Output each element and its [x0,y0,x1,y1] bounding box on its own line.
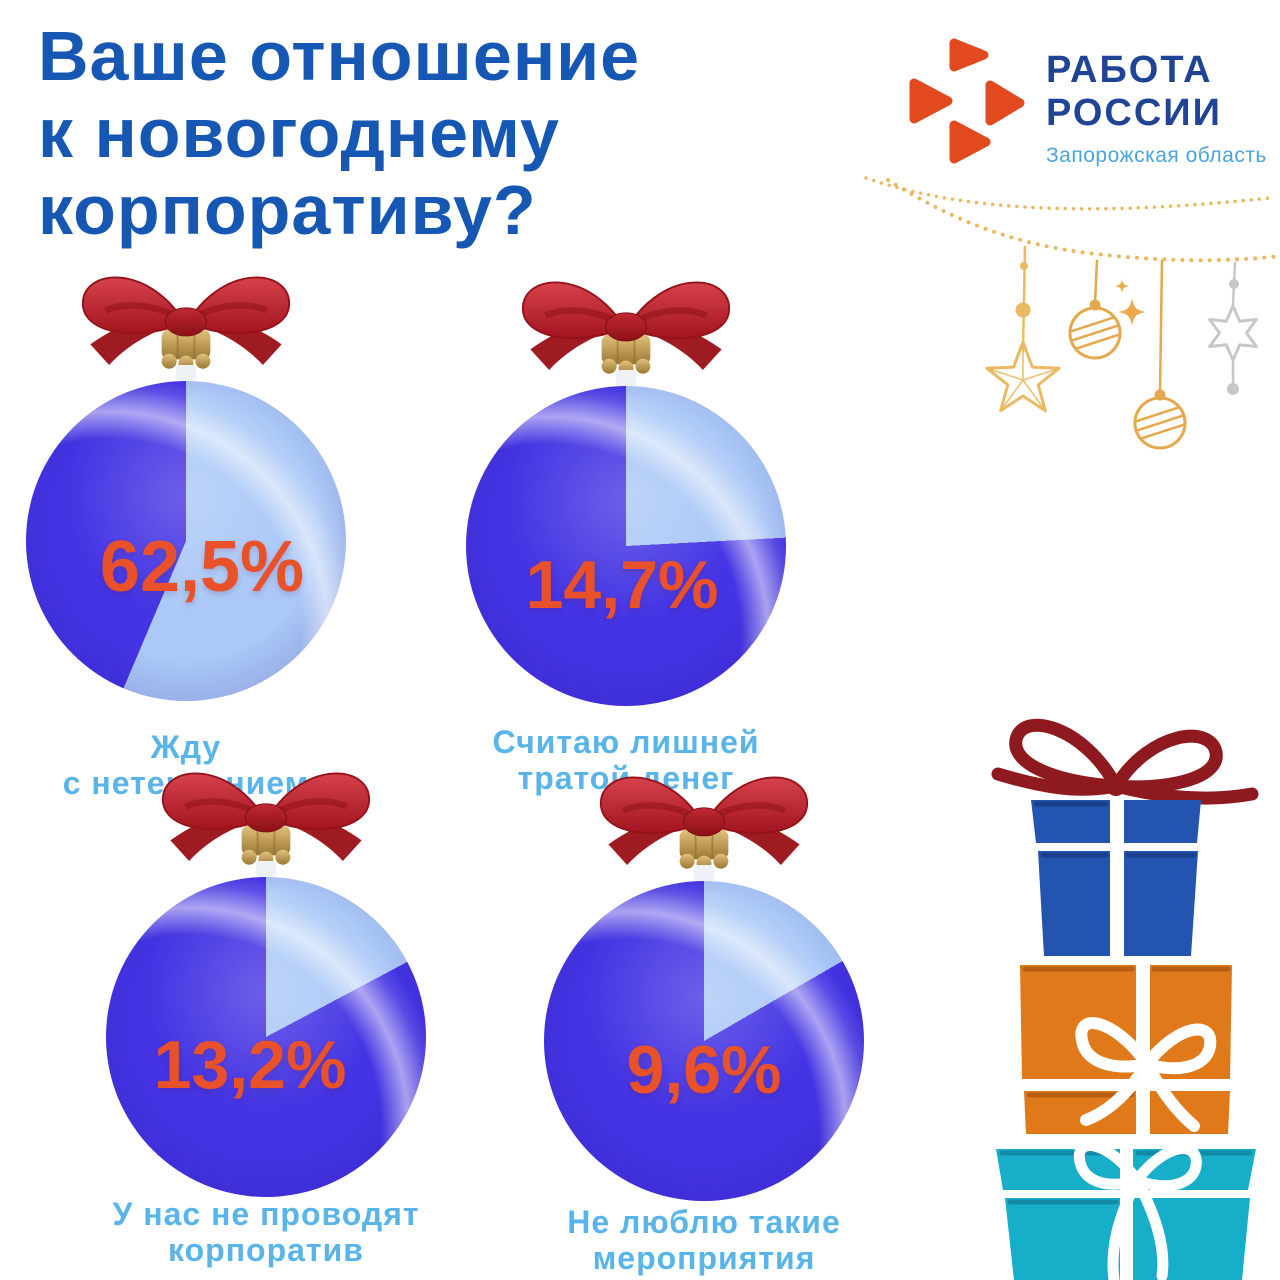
ribbon-bow-icon [574,745,834,895]
gift-bow-white-icon [1075,1017,1217,1132]
page-title-line: к новогоднему [38,94,560,172]
page-title-line: корпоративу? [38,171,537,249]
answer-label: У нас не проводят корпоратив [46,1196,486,1268]
percent-value: 14,7% [525,547,719,623]
ornament-pie-chart-2: 14,7% Считаю лишней тратой денег [466,250,786,830]
gold-star-ornament-icon [985,245,1061,413]
ornament-pie-chart-4: 9,6% Не люблю такие мероприятия [544,745,864,1280]
gift-bow-red-icon [991,718,1259,805]
gift-box-blue-icon [1031,800,1201,956]
logo-brand-line2: РОССИИ [1046,92,1222,134]
gold-bauble-ornament-icon [1133,259,1187,450]
answer-label-line: корпоратив [168,1232,364,1268]
ribbon-bow-icon [496,250,756,400]
gold-bauble-ornament-icon [1068,259,1122,360]
pie-ball-2 [466,386,786,706]
ribbon-bow-icon [56,245,316,395]
gift-stack-illustration [991,718,1259,1280]
garland-strand-icon [886,178,1280,263]
percent-value: 62,5% [99,527,305,607]
answer-label-line: Считаю лишней [492,724,760,760]
percent-value: 9,6% [626,1032,782,1108]
gift-bow-white-icon [1073,1140,1202,1280]
answer-label-line: мероприятия [592,1240,816,1276]
rabota-rossii-logo: РАБОТА РОССИИ Запорожская область [890,25,1266,175]
pie-ball-1 [26,381,346,701]
garland-decoration [864,176,1280,450]
answer-label-line: У нас не проводят [112,1196,420,1232]
silver-star-ornament-icon [1208,261,1258,395]
answer-label-line: Не люблю такие [567,1204,841,1240]
answer-label-line: Жду [150,729,222,765]
garland-strand-icon [864,176,1272,211]
gift-box-orange-icon [1020,965,1232,1134]
percent-value: 13,2% [153,1027,347,1103]
ribbon-bow-icon [136,741,396,891]
ornament-pie-chart-1: 62,5% Жду с нетерпением [26,245,346,825]
logo-brand-line1: РАБОТА [1046,49,1213,91]
page-title-line: Ваше отношение [38,17,641,95]
page-title: Ваше отношение к новогоднему корпоративу… [38,18,878,249]
pie-ball-3 [106,877,426,1197]
ornament-pie-chart-3: 13,2% У нас не проводят корпоратив [106,741,426,1280]
logo-triangles-icon [909,38,1025,164]
answer-label: Не люблю такие мероприятия [484,1204,924,1276]
pie-ball-4 [544,881,864,1201]
sparkle-icon [1115,279,1146,326]
gift-bow-knot-icon [1106,776,1126,796]
logo-region: Запорожская область [1046,144,1267,167]
logo-text: РАБОТА РОССИИ Запорожская область [1046,49,1267,168]
